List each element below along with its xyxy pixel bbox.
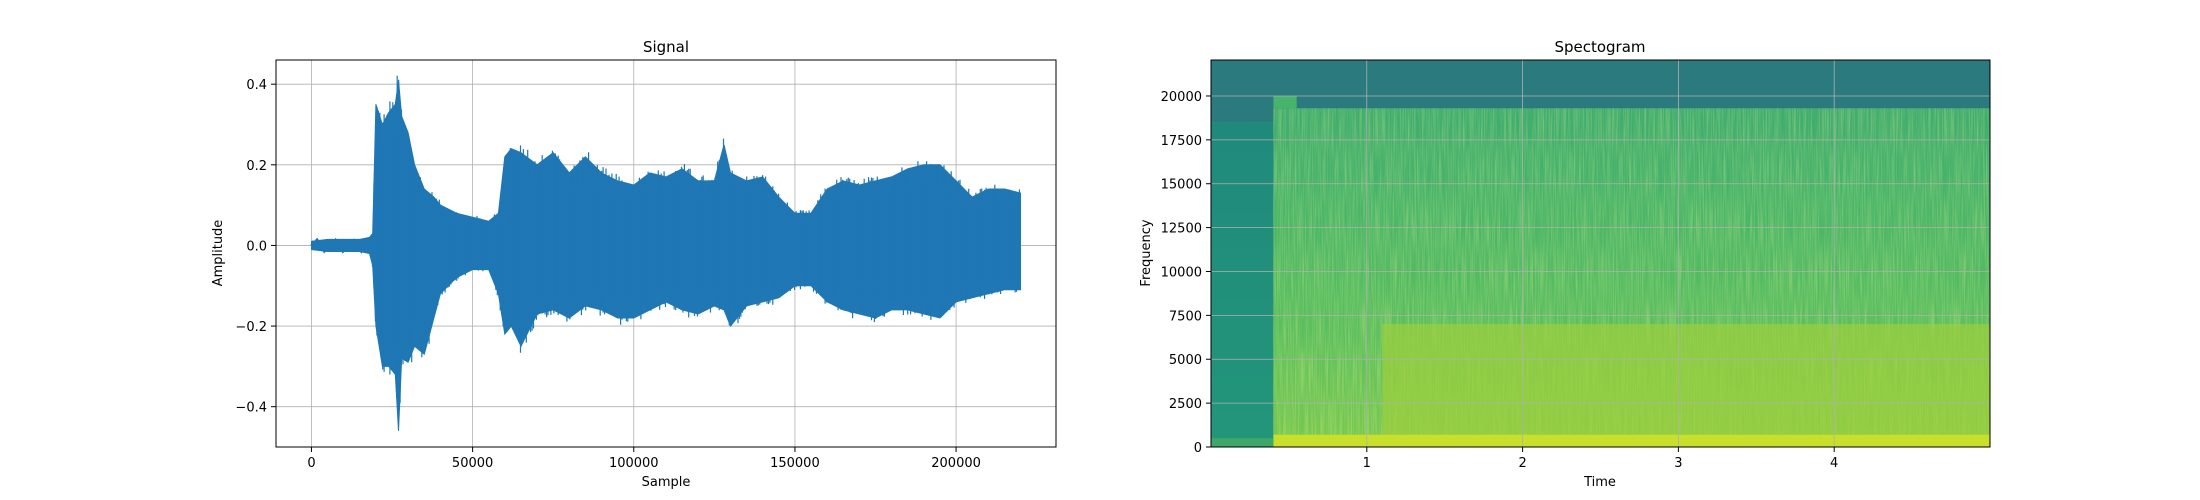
- spectrogram-x-tick-label: 1: [1363, 456, 1371, 471]
- spectrogram-x-tick-label: 3: [1674, 456, 1682, 471]
- signal-y-tick-label: 0.2: [246, 159, 267, 174]
- signal-x-tick-label: 0: [307, 456, 315, 471]
- signal-x-tick-label: 50000: [452, 456, 493, 471]
- signal-x-ticks: 0 50000 100000 150000 200000: [307, 447, 981, 471]
- spectrogram-title: Spectogram: [1554, 38, 1645, 56]
- signal-y-tick-label: 0.0: [246, 239, 267, 254]
- signal-y-label: Amplitude: [211, 220, 226, 287]
- spectrogram-y-tick-label: 10000: [1161, 265, 1202, 280]
- signal-y-tick-label: −0.2: [235, 320, 267, 335]
- spectrogram-y-tick-label: 15000: [1161, 178, 1202, 193]
- signal-x-tick-label: 100000: [609, 456, 659, 471]
- spectrogram-y-tick-label: 12500: [1161, 222, 1202, 237]
- signal-x-tick-label: 150000: [770, 456, 820, 471]
- spectrogram-y-tick-label: 5000: [1169, 353, 1202, 368]
- spectrogram-pre-onset-low: [1211, 438, 1274, 447]
- spectrogram-y-tick-label: 17500: [1161, 134, 1202, 149]
- spectrogram-low-line: [1273, 434, 1990, 447]
- spectrogram-axes-frame: [1210, 59, 1991, 448]
- spectrogram-grid: [1211, 60, 1990, 448]
- signal-axes: 0 50000 100000 150000 200000 −0.4 −0.2 0.0 0.2 0…: [211, 38, 1057, 490]
- signal-spikes: [310, 75, 1020, 403]
- spectrogram-image: [1211, 60, 1990, 447]
- spectrogram-x-label: Time: [1583, 475, 1616, 490]
- signal-spike-strokes: [370, 75, 1020, 403]
- signal-title: Signal: [643, 38, 689, 56]
- spectrogram-y-ticks: 0 2500 5000 7500 10000 12500 15000 17500 20000: [1161, 90, 1211, 456]
- signal-x-label: Sample: [642, 475, 691, 490]
- signal-early-oscillation: [310, 237, 372, 254]
- signal-y-tick-label: 0.4: [246, 78, 267, 93]
- spectrogram-pre-onset-top: [1211, 60, 1274, 123]
- spectrogram-y-label: Frequency: [1139, 219, 1154, 286]
- spectrogram-top-step: [1273, 95, 1297, 109]
- signal-y-tick-label: −0.4: [235, 401, 267, 416]
- spectrogram-y-tick-label: 0: [1194, 441, 1202, 456]
- signal-axes-frame: [275, 59, 1057, 448]
- signal-x-tick-label: 200000: [931, 456, 981, 471]
- spectrogram-y-tick-label: 7500: [1169, 309, 1202, 324]
- spectrogram-pre-onset: [1211, 122, 1274, 447]
- spectrogram-axes: 1 2 3 4 0 2500 5000 7500 10000 12500 15000 17500 20…: [1139, 38, 1991, 490]
- spectrogram-x-tick-label: 2: [1518, 456, 1526, 471]
- spectrogram-y-tick-label: 20000: [1161, 90, 1202, 105]
- spectrogram-top-band: [1211, 60, 1990, 109]
- spectrogram-x-tick-label: 4: [1830, 456, 1838, 471]
- spectrogram-low-band: [1382, 324, 1990, 442]
- spectrogram-x-ticks: 1 2 3 4: [1363, 447, 1838, 471]
- signal-y-ticks: −0.4 −0.2 0.0 0.2 0.4: [235, 78, 276, 416]
- spectrogram-y-tick-label: 2500: [1169, 397, 1202, 412]
